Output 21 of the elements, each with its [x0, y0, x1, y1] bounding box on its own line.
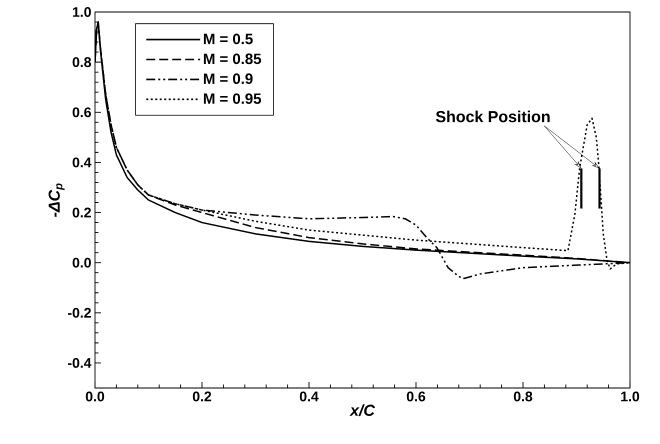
x-tick-label: 0.0: [86, 392, 104, 402]
y-axis-title: -ΔC$_{p}$: [48, 183, 65, 217]
y-tick-label: 0.0: [72, 258, 91, 268]
legend-label: M = 0.85: [204, 54, 262, 64]
y-tick-label: -0.4: [68, 358, 92, 368]
y-tick-label: 0.6: [72, 107, 91, 118]
y-tick-label: 0.2: [72, 208, 91, 218]
y-tick-label: 0.8: [72, 57, 92, 68]
y-tick-label: 1.0: [72, 7, 91, 17]
x-tick-label: 0.2: [192, 392, 212, 402]
x-tick-label: 1.0: [621, 392, 640, 402]
annotation: Shock Position: [436, 110, 550, 122]
x-axis-title: x/C: [349, 404, 376, 416]
x-tick-label: 0.8: [514, 392, 532, 402]
legend-label: M = 0.95: [204, 93, 262, 104]
legend-label: M = 0.9: [204, 73, 253, 84]
legend-label: M = 0.5: [204, 34, 253, 44]
x-tick-label: 0.4: [300, 392, 319, 402]
y-tick-label: 0.4: [72, 157, 92, 168]
x-tick-label: 0.6: [406, 392, 426, 402]
y-tick-label: -0.2: [68, 308, 91, 318]
